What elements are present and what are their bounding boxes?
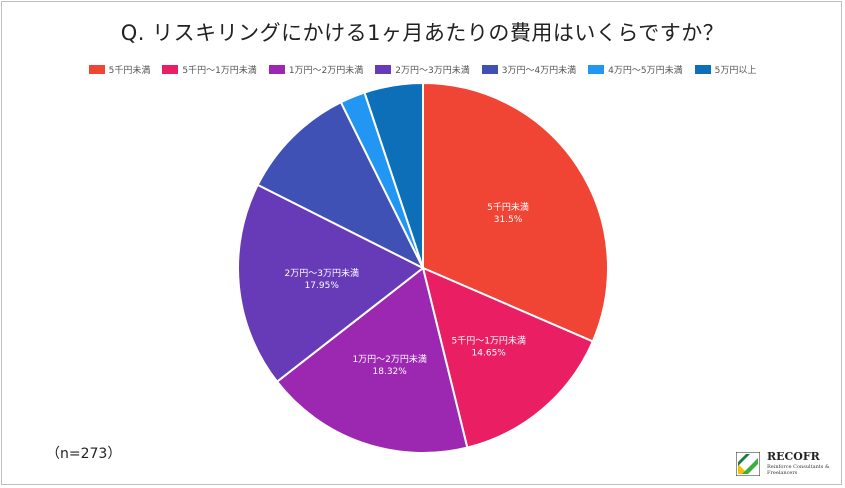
slice-label: 2万円～3万円未満 <box>285 267 359 279</box>
slice-value-label: 17.95% <box>305 281 340 291</box>
logo-name: RECOFR <box>767 450 820 463</box>
legend-label: 5万円以上 <box>714 66 757 76</box>
legend-label: 5千円未満 <box>108 66 151 76</box>
legend-swatch <box>162 65 179 74</box>
legend-swatch <box>268 65 285 74</box>
pie-slice <box>256 100 426 271</box>
legend-swatch <box>694 65 711 74</box>
slice-label: 5千円未満 <box>487 201 529 213</box>
legend-item: 1万円～2万円未満 <box>268 63 364 76</box>
legend-item: 4万円～5万円未満 <box>588 63 683 76</box>
legend-swatch <box>375 65 392 74</box>
chart-title: Q. リスキリングにかける1ヶ月あたりの費用はいくらですか？ <box>120 21 725 45</box>
legend-swatch <box>88 65 105 74</box>
legend-label: 1万円～2万円未満 <box>288 66 364 76</box>
legend-swatch <box>588 65 605 74</box>
slice-value-label: 14.65% <box>472 349 507 359</box>
pie-slice <box>421 266 595 449</box>
pie-slice <box>422 81 609 343</box>
legend-label: 4万円～5万円未満 <box>608 66 683 76</box>
legend-item: 5万円以上 <box>694 63 757 76</box>
slice-label: 1万円～2万円未満 <box>352 353 426 365</box>
pie-slice <box>363 81 424 269</box>
legend-label: 3万円～4万円未満 <box>501 66 577 76</box>
legend-item: 5千円～1万円未満 <box>162 63 257 76</box>
legend-item: 3万円～4万円未満 <box>481 63 577 76</box>
chart-legend: 5千円未満 5千円～1万円未満 1万円～2万円未満 2万円～3万円未満 3万円～4万円未… <box>0 63 845 76</box>
logo-tagline: Reinforce Consultants & Freelancers <box>767 464 830 476</box>
slice-label: 5千円～1万円未満 <box>451 335 525 347</box>
recofr-logo: RECOFR Reinforce Consultants & Freelance… <box>734 448 834 480</box>
legend-label: 2万円～3万円未満 <box>395 66 470 76</box>
pie-slice <box>237 183 425 384</box>
legend-label: 5千円～1万円未満 <box>182 66 257 76</box>
slice-value-label: 31.5% <box>494 215 523 225</box>
legend-swatch <box>481 65 498 74</box>
sample-size-note: （n=273） <box>46 446 122 462</box>
legend-item: 2万円～3万円未満 <box>375 63 470 76</box>
logo-mark-icon <box>736 452 760 476</box>
legend-item: 5千円未満 <box>88 63 151 76</box>
pie-slice <box>275 266 469 455</box>
slice-value-label: 18.32% <box>373 367 408 377</box>
